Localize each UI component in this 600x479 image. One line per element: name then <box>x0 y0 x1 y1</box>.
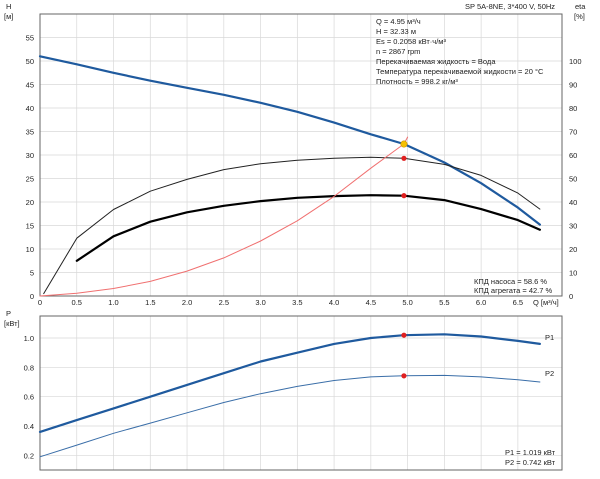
head-tick-label: 40 <box>26 104 34 113</box>
head-axis-unit: [м] <box>4 12 13 21</box>
power-axis-title: P <box>6 309 11 318</box>
head-tick-label: 35 <box>26 128 34 137</box>
power-tick-label: 0.8 <box>24 363 34 372</box>
info-speed: n = 2867 rpm <box>376 47 420 56</box>
flow-axis-title: Q [м³/ч] <box>533 298 559 307</box>
power-axis-unit: [кВт] <box>4 319 20 328</box>
power-tick-label: 1.0 <box>24 334 34 343</box>
eta-tick-label: 50 <box>569 175 577 184</box>
unit-efficiency-text: КПД агрегата = 42.7 % <box>474 286 552 295</box>
legend-p1: P1 <box>545 333 554 342</box>
x-tick-label: 1.0 <box>108 298 118 307</box>
x-tick-label: 6.5 <box>513 298 523 307</box>
p2-curve <box>39 374 541 458</box>
head-tick-label: 30 <box>26 151 34 160</box>
head-tick-label: 10 <box>26 245 34 254</box>
head-tick-label: 15 <box>26 222 34 231</box>
eta-axis-title: eta <box>575 2 586 11</box>
x-tick-label: 5.5 <box>439 298 449 307</box>
x-tick-label: 0.5 <box>72 298 82 307</box>
x-tick-label: 2.0 <box>182 298 192 307</box>
x-tick-label: 5.0 <box>402 298 412 307</box>
duty-p2-point <box>401 373 407 379</box>
duty-p1-point <box>401 332 407 338</box>
x-tick-label: 4.0 <box>329 298 339 307</box>
system-curve <box>39 136 409 297</box>
head-tick-label: 50 <box>26 57 34 66</box>
model-header: SP 5A-8NE, 3*400 V, 50Hz <box>465 2 555 11</box>
eta-axis-unit: [%] <box>574 12 585 21</box>
p2-value-text: P2 = 0.742 кВт <box>505 458 556 467</box>
power-tick-label: 0.4 <box>24 422 34 431</box>
x-tick-label: 2.5 <box>219 298 229 307</box>
eta-tick-label: 60 <box>569 151 577 160</box>
head-curve <box>38 55 541 226</box>
legend-p2: P2 <box>545 369 554 378</box>
duty-head-point <box>400 140 408 148</box>
head-tick-label: 20 <box>26 198 34 207</box>
p1-value-text: P1 = 1.019 кВт <box>505 448 556 457</box>
info-density: Плотность = 998.2 кг/м³ <box>376 77 458 86</box>
head-tick-label: 5 <box>30 269 34 278</box>
x-tick-label: 4.5 <box>366 298 376 307</box>
head-tick-label: 55 <box>26 34 34 43</box>
info-liquid: Перекачиваемая жидкость = Вода <box>376 57 496 66</box>
eta-tick-label: 100 <box>569 57 582 66</box>
x-tick-label: 1.5 <box>145 298 155 307</box>
duty-unit-eff-point <box>401 193 407 199</box>
eta-tick-label: 80 <box>569 104 577 113</box>
eta-tick-label: 90 <box>569 81 577 90</box>
pump-efficiency-curve <box>43 156 541 295</box>
head-axis-title: H <box>6 2 11 11</box>
info-head: H = 32.33 м <box>376 27 416 36</box>
p1-curve <box>38 333 541 433</box>
head-curve-extension <box>39 55 78 65</box>
unit-efficiency-curve <box>75 194 541 262</box>
top-plot-frame <box>39 13 563 297</box>
eta-tick-label: 30 <box>569 222 577 231</box>
pump-efficiency-text: КПД насоса = 58.6 % <box>474 277 547 286</box>
eta-tick-label: 0 <box>569 292 573 301</box>
head-tick-label: 45 <box>26 81 34 90</box>
eta-tick-label: 10 <box>569 269 577 278</box>
info-flow: Q = 4.95 м³/ч <box>376 17 421 26</box>
head-tick-label: 0 <box>30 292 34 301</box>
x-tick-label: 6.0 <box>476 298 486 307</box>
eta-tick-label: 40 <box>569 198 577 207</box>
info-temperature: Температура перекачиваемой жидкости = 20… <box>376 67 544 76</box>
eta-tick-label: 20 <box>569 245 577 254</box>
power-tick-label: 0.2 <box>24 451 34 460</box>
x-tick-label: 3.0 <box>255 298 265 307</box>
x-tick-label: 3.5 <box>292 298 302 307</box>
bottom-plot-frame <box>39 315 563 471</box>
info-energy: Es = 0.2058 кВт·ч/м³ <box>376 37 446 46</box>
power-tick-label: 0.6 <box>24 393 34 402</box>
head-tick-label: 25 <box>26 175 34 184</box>
duty-pump-eff-point <box>401 155 407 161</box>
eta-tick-label: 70 <box>569 128 577 137</box>
x-tick-label: 0 <box>38 298 42 307</box>
